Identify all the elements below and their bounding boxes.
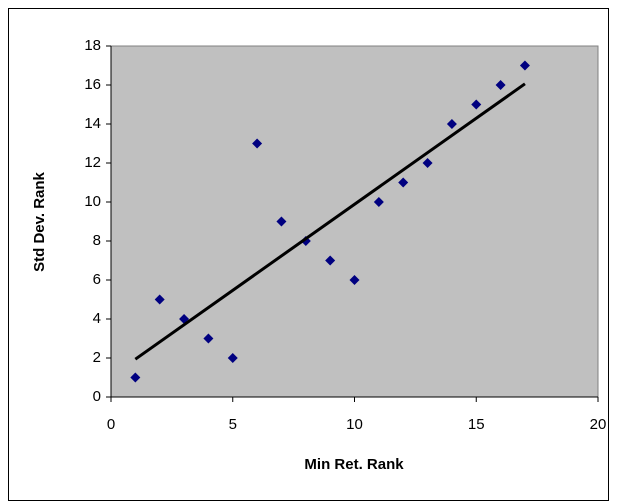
y-tick-label: 16 bbox=[84, 76, 101, 93]
y-tick-label: 0 bbox=[93, 388, 101, 405]
x-tick-label: 5 bbox=[229, 416, 237, 433]
data-point bbox=[471, 99, 482, 110]
plot-area bbox=[110, 45, 599, 398]
data-point bbox=[130, 372, 141, 383]
x-tick-label: 10 bbox=[346, 416, 363, 433]
data-point bbox=[349, 275, 360, 285]
y-tick-label: 18 bbox=[84, 37, 101, 54]
data-point bbox=[276, 216, 287, 227]
y-tick-label: 8 bbox=[93, 232, 101, 249]
y-tick-label: 6 bbox=[93, 271, 101, 288]
y-axis-title: Std Dev. Rank bbox=[31, 171, 48, 271]
data-point bbox=[519, 60, 530, 71]
y-tick-label: 4 bbox=[93, 310, 101, 327]
data-point bbox=[154, 294, 165, 305]
x-tick-label: 0 bbox=[107, 416, 115, 433]
data-point bbox=[252, 138, 263, 149]
data-point bbox=[422, 158, 433, 168]
x-tick-label: 15 bbox=[468, 416, 485, 433]
y-tick-label: 2 bbox=[93, 349, 101, 366]
y-tick-label: 12 bbox=[84, 154, 101, 171]
data-point bbox=[325, 255, 336, 266]
data-point bbox=[373, 197, 384, 207]
x-tick-label: 20 bbox=[590, 416, 607, 433]
data-point bbox=[495, 80, 506, 90]
data-point bbox=[227, 353, 238, 363]
x-axis-title: Min Ret. Rank bbox=[304, 456, 404, 473]
y-tick-label: 10 bbox=[84, 193, 101, 210]
data-point bbox=[446, 119, 457, 129]
y-tick-label: 14 bbox=[84, 115, 101, 132]
data-point bbox=[203, 333, 214, 344]
trendline bbox=[134, 82, 526, 361]
data-point bbox=[398, 177, 409, 188]
